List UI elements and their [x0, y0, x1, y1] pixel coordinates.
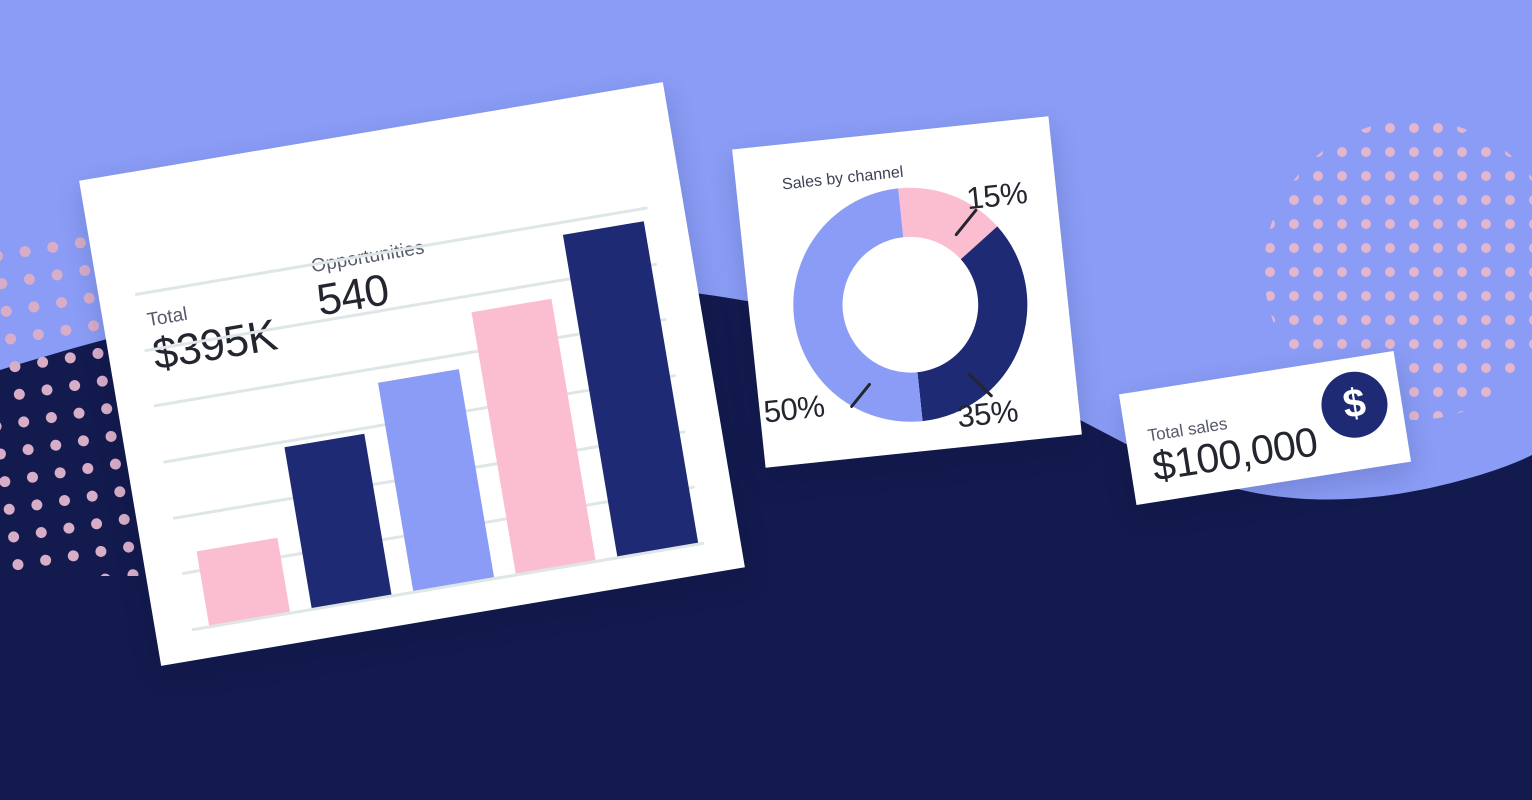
donut-chart-graphic [780, 174, 1042, 436]
total-sales-text: Total sales $100,000 [1146, 401, 1320, 490]
donut-chart-card[interactable]: Sales by channel 15% 35% 50% [732, 116, 1082, 468]
donut-slice-50% [793, 188, 923, 422]
bar-4 [471, 298, 596, 574]
bar-chart-card[interactable]: Total $395K Opportunities 540 [79, 82, 745, 666]
donut-slice-35% [917, 226, 1028, 422]
bar-2 [284, 433, 392, 609]
donut-leader-lines [850, 208, 993, 408]
dollar-sign-icon: $ [1316, 366, 1393, 443]
bar-1 [196, 538, 290, 626]
decorative-dot-circle-right [1264, 74, 1532, 474]
dollar-sign-glyph: $ [1339, 380, 1369, 428]
bar-3 [378, 369, 494, 591]
donut-slice-15% [898, 187, 998, 260]
